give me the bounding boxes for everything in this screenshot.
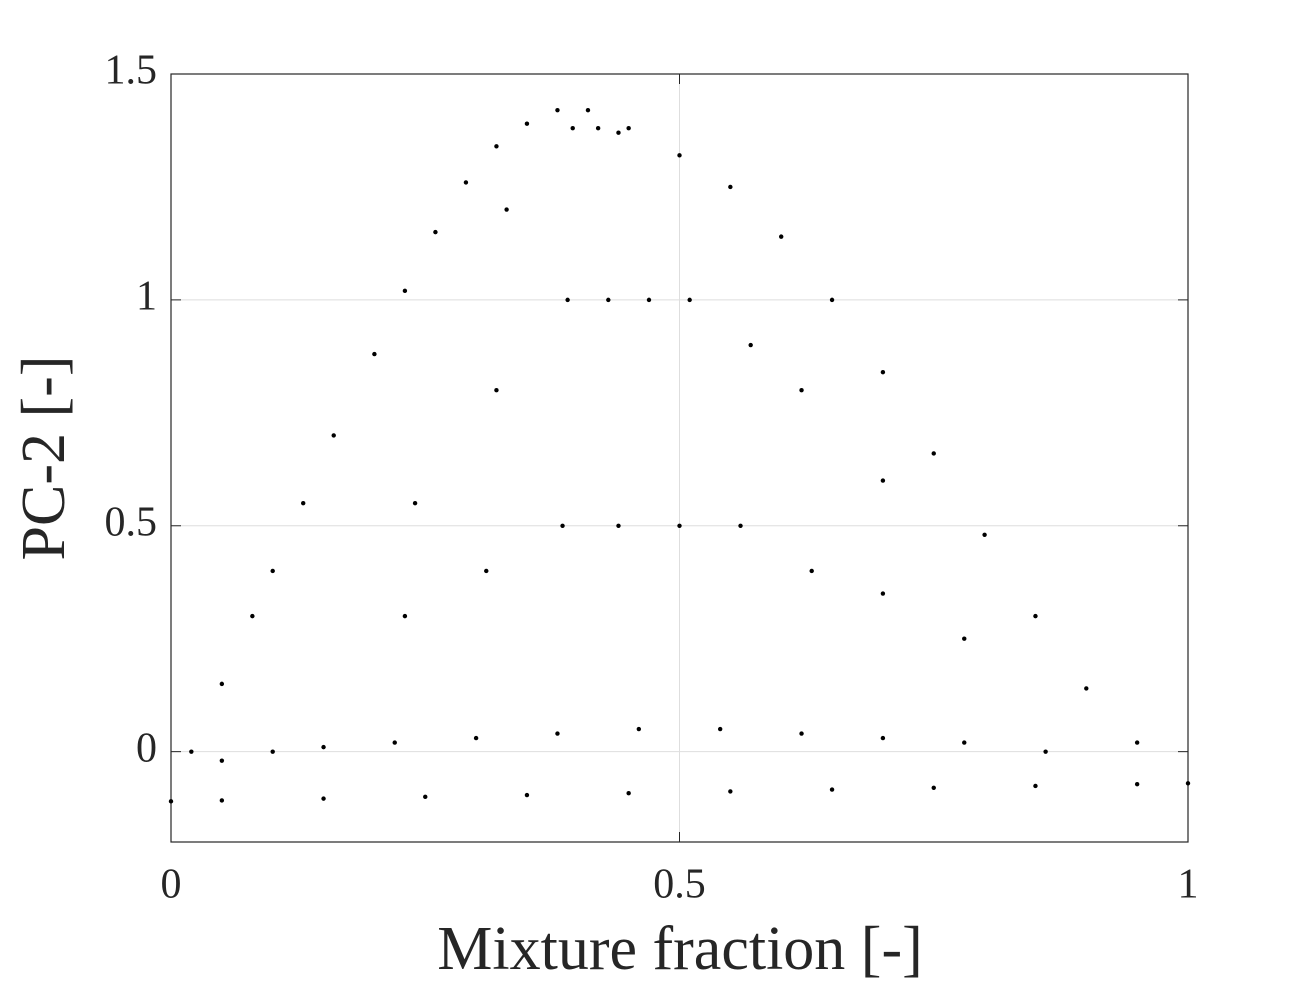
- point: [402, 288, 408, 294]
- point: [687, 297, 692, 303]
- point: [1033, 783, 1038, 789]
- point: [392, 740, 397, 745]
- point: [270, 749, 275, 754]
- point: [494, 388, 499, 393]
- point: [473, 735, 479, 741]
- point: [1134, 740, 1140, 745]
- point: [321, 744, 326, 750]
- point: [748, 342, 753, 348]
- point: [728, 789, 733, 794]
- point: [931, 451, 936, 456]
- point: [962, 636, 967, 641]
- point: [931, 785, 936, 790]
- y-tick-label: 1.5: [105, 48, 158, 94]
- x-tick-label: 1: [1178, 862, 1199, 908]
- point: [636, 726, 642, 732]
- point: [626, 126, 631, 131]
- point: [1043, 749, 1048, 754]
- point: [1033, 613, 1038, 619]
- point: [402, 613, 408, 619]
- point: [555, 107, 560, 113]
- point: [524, 121, 530, 126]
- point: [738, 523, 743, 528]
- point: [301, 500, 306, 506]
- point: [189, 749, 194, 754]
- point: [463, 180, 469, 185]
- point: [484, 568, 489, 574]
- point: [570, 126, 575, 131]
- point: [321, 796, 326, 801]
- point: [1084, 686, 1089, 691]
- y-tick-label: 0.5: [105, 499, 158, 545]
- plot-frame: [170, 73, 1189, 843]
- point: [799, 388, 804, 393]
- point: [646, 297, 652, 303]
- point: [168, 799, 174, 804]
- y-axis-label: PC-2 [-]: [10, 356, 78, 561]
- point: [1185, 781, 1191, 786]
- point: [524, 792, 530, 798]
- point: [717, 726, 723, 732]
- point: [880, 591, 886, 596]
- point: [555, 731, 560, 736]
- point: [606, 297, 611, 303]
- point: [504, 207, 509, 212]
- point: [250, 613, 255, 619]
- point: [616, 523, 621, 528]
- point: [433, 229, 438, 235]
- point: [728, 184, 733, 190]
- x-axis-label: Mixture fraction [-]: [437, 915, 922, 983]
- x-tick-label: 0: [161, 862, 182, 908]
- point: [585, 107, 591, 113]
- point: [270, 568, 275, 574]
- point: [982, 532, 987, 537]
- point: [616, 130, 621, 135]
- point: [677, 523, 682, 528]
- point: [626, 791, 631, 796]
- point: [829, 787, 835, 792]
- point: [412, 500, 418, 506]
- point: [331, 433, 336, 438]
- point: [372, 351, 377, 357]
- point: [219, 798, 225, 803]
- point: [880, 735, 886, 741]
- point: [962, 740, 967, 745]
- point: [423, 794, 428, 800]
- point: [677, 153, 682, 158]
- point: [560, 523, 565, 528]
- y-tick-label: 0: [136, 725, 157, 771]
- point: [219, 681, 225, 687]
- point: [565, 297, 570, 303]
- point: [799, 731, 804, 736]
- point: [880, 478, 886, 483]
- point: [1134, 781, 1140, 787]
- point: [494, 144, 499, 149]
- point: [779, 234, 784, 239]
- point: [219, 758, 225, 763]
- point: [809, 568, 814, 574]
- point: [595, 126, 601, 131]
- point: [880, 369, 886, 375]
- y-tick-label: 1: [136, 274, 157, 320]
- point: [829, 297, 835, 303]
- x-tick-label: 0.5: [653, 862, 706, 908]
